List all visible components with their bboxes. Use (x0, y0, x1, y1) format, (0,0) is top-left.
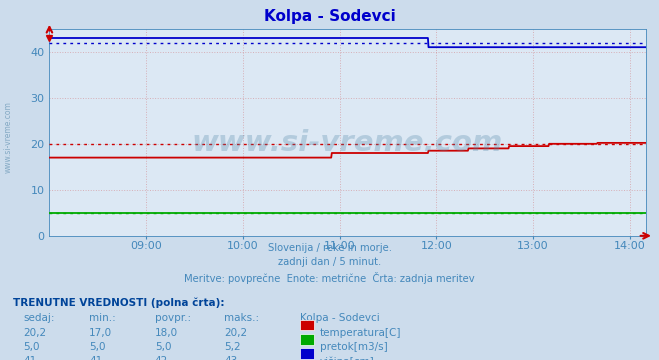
Text: www.si-vreme.com: www.si-vreme.com (3, 101, 13, 173)
Text: 20,2: 20,2 (23, 328, 46, 338)
Text: Kolpa - Sodevci: Kolpa - Sodevci (264, 9, 395, 24)
Text: 17,0: 17,0 (89, 328, 112, 338)
Text: 18,0: 18,0 (155, 328, 178, 338)
Text: www.si-vreme.com: www.si-vreme.com (192, 129, 503, 157)
Text: TRENUTNE VREDNOSTI (polna črta):: TRENUTNE VREDNOSTI (polna črta): (13, 297, 225, 307)
Text: višina[cm]: višina[cm] (320, 356, 374, 360)
Text: 5,2: 5,2 (224, 342, 241, 352)
Text: Slovenija / reke in morje.: Slovenija / reke in morje. (268, 243, 391, 253)
Text: Meritve: povprečne  Enote: metrične  Črta: zadnja meritev: Meritve: povprečne Enote: metrične Črta:… (184, 272, 475, 284)
Text: 5,0: 5,0 (89, 342, 105, 352)
Text: min.:: min.: (89, 313, 116, 323)
Text: 5,0: 5,0 (155, 342, 171, 352)
Text: temperatura[C]: temperatura[C] (320, 328, 401, 338)
Text: povpr.:: povpr.: (155, 313, 191, 323)
Text: 5,0: 5,0 (23, 342, 40, 352)
Text: pretok[m3/s]: pretok[m3/s] (320, 342, 387, 352)
Text: 41: 41 (89, 356, 102, 360)
Text: maks.:: maks.: (224, 313, 259, 323)
Text: sedaj:: sedaj: (23, 313, 55, 323)
Text: 20,2: 20,2 (224, 328, 247, 338)
Text: 42: 42 (155, 356, 168, 360)
Text: 41: 41 (23, 356, 36, 360)
Text: zadnji dan / 5 minut.: zadnji dan / 5 minut. (278, 257, 381, 267)
Text: Kolpa - Sodevci: Kolpa - Sodevci (300, 313, 380, 323)
Text: 43: 43 (224, 356, 237, 360)
